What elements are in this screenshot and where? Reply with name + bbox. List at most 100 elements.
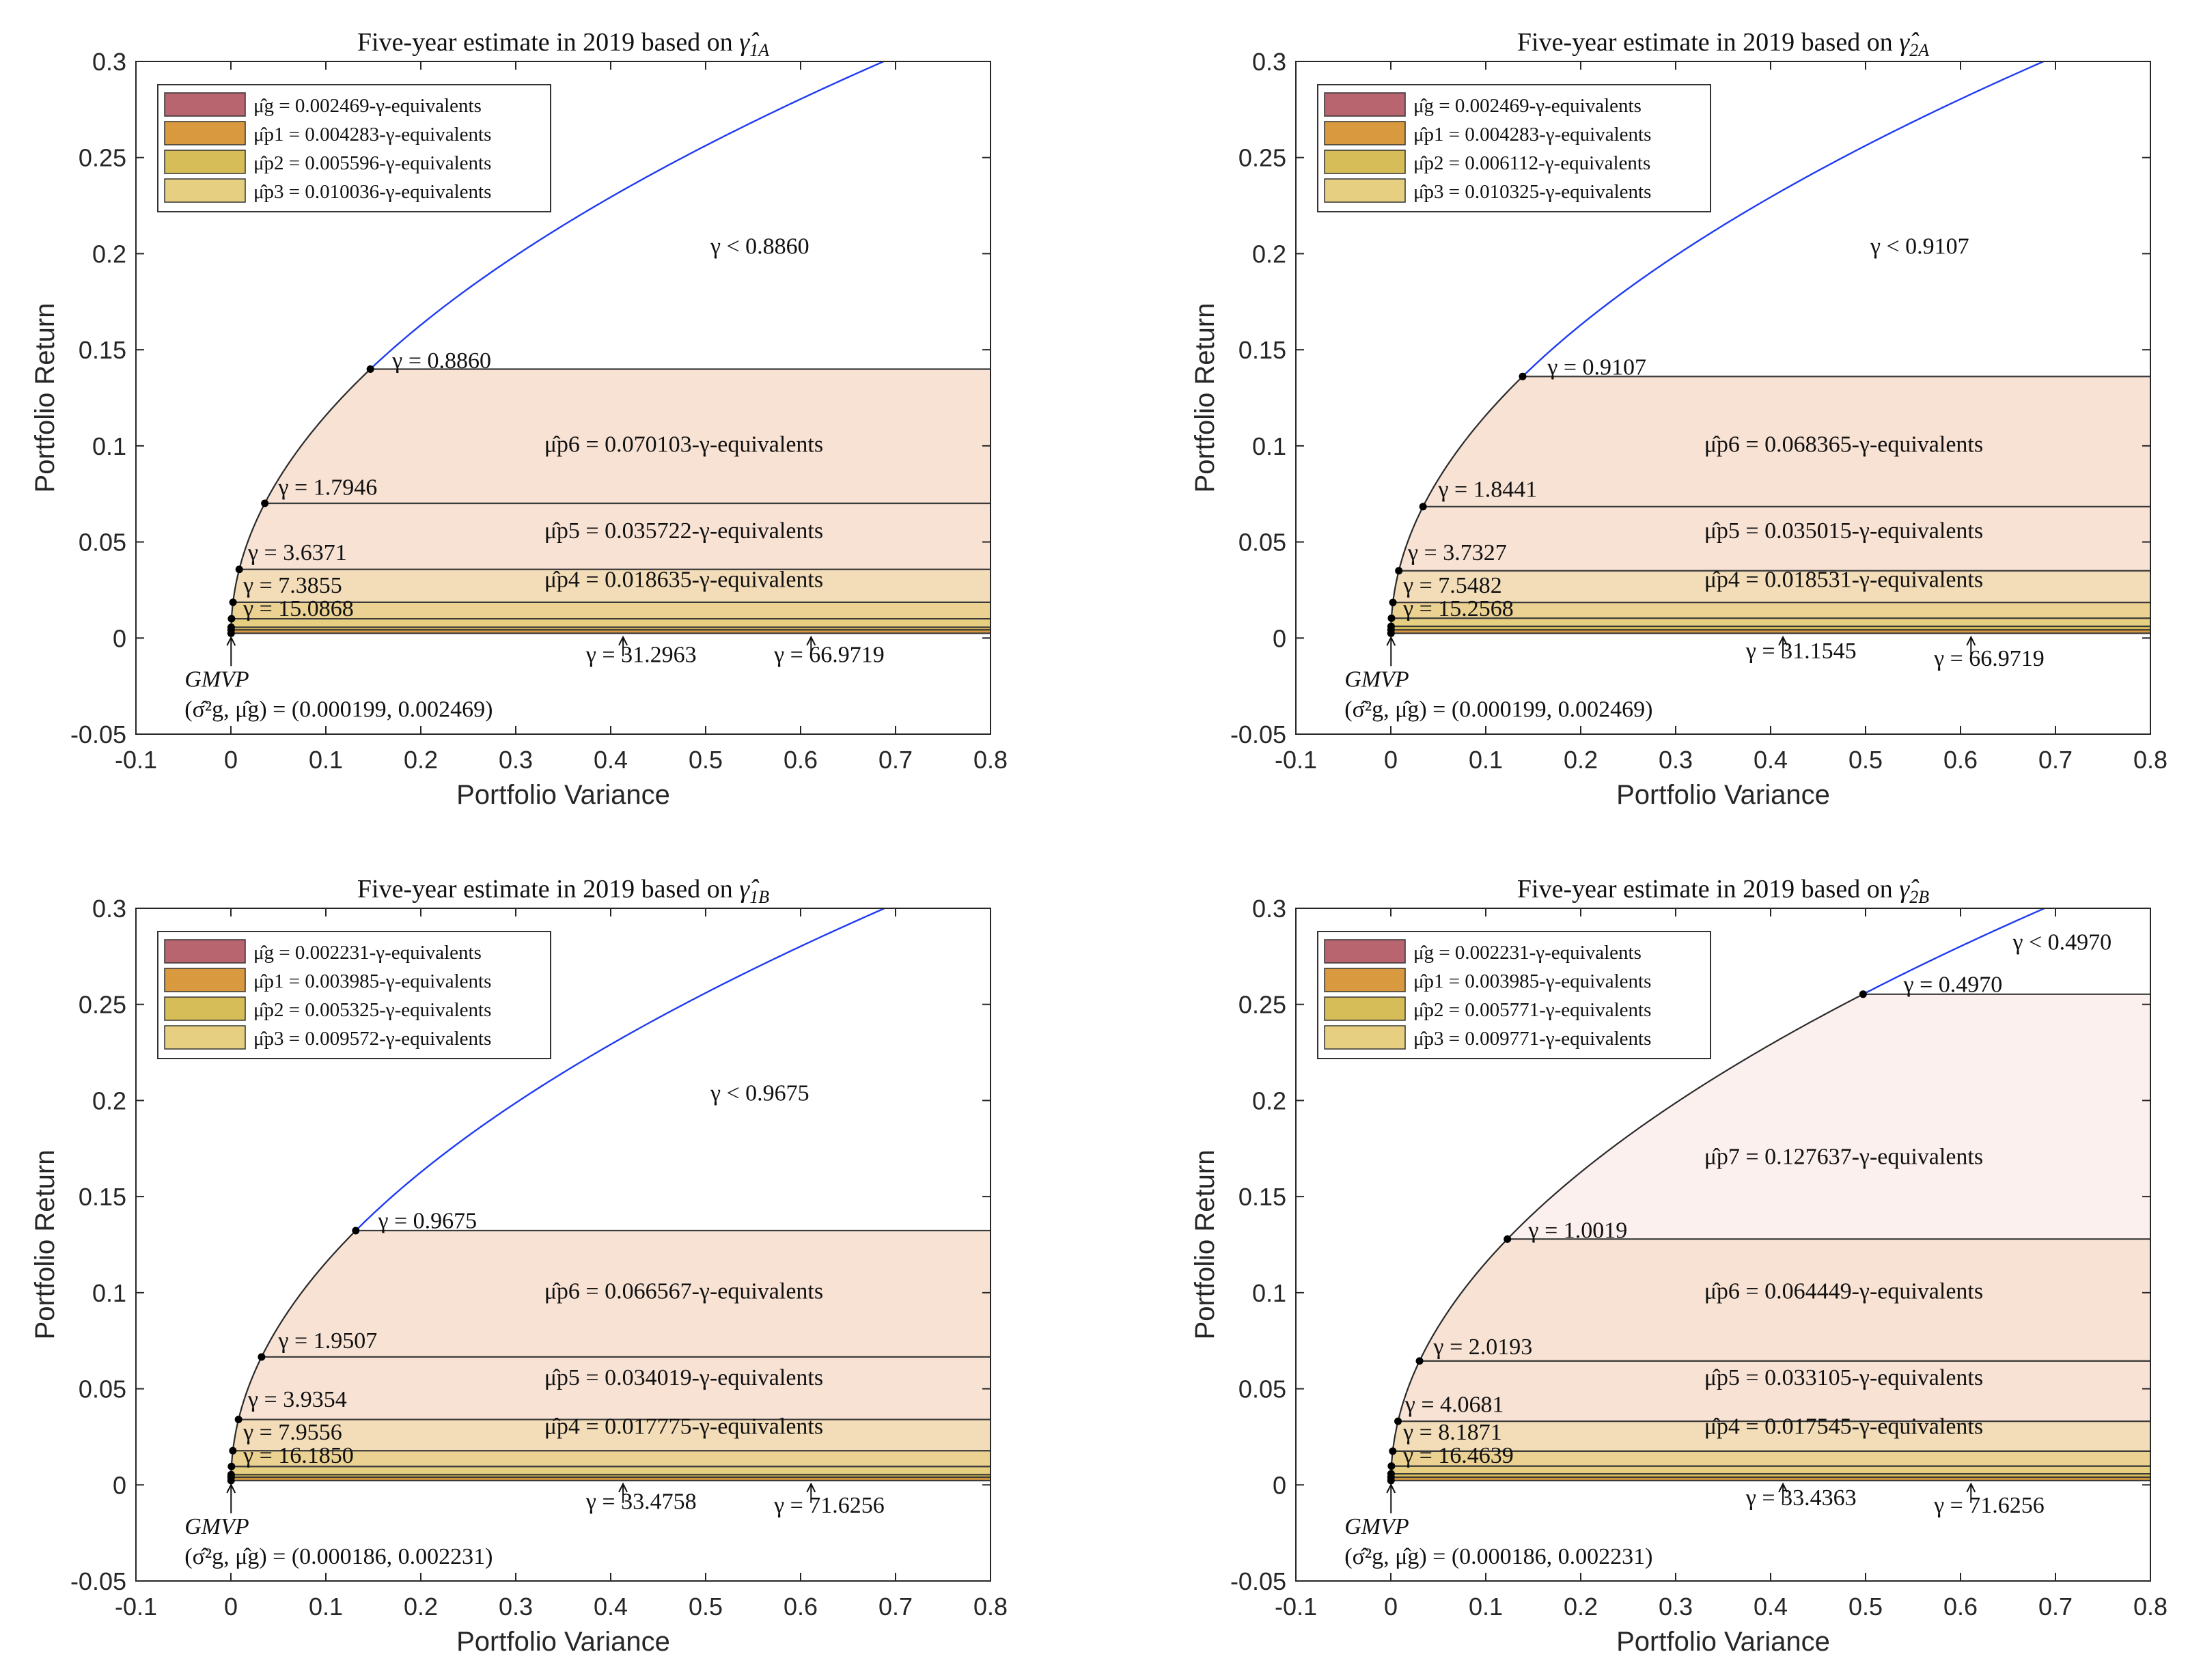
arrow-gamma-label: γ = 71.6256 [773,1493,885,1518]
gmvp-arrow-head [226,636,236,646]
gamma-threshold-label: γ = 7.5482 [1402,573,1502,598]
y-tick-label: -0.05 [1230,720,1286,748]
x-tick-label: 0.2 [1564,1593,1598,1621]
band-8 [1507,994,2150,1240]
x-tick-label: 0.1 [1469,1593,1503,1621]
threshold-point-4 [1389,598,1397,606]
band-7 [1420,1239,2150,1361]
x-tick-label: 0.5 [689,746,723,774]
x-tick-label: 0.7 [878,1593,913,1621]
legend-label: μ̂p1 = 0.004283-γ-equivalents [1413,124,1651,145]
band-1 [1391,1477,2150,1481]
gmvp-coordinates: (σ̂²g, μ̂g) = (0.000199, 0.002469) [1344,697,1652,722]
band-1 [231,1477,991,1481]
gamma-threshold-label: γ = 15.2568 [1402,596,1514,621]
legend-label: μ̂p1 = 0.003985-γ-equivalents [253,970,491,992]
legend-swatch [164,178,246,203]
x-tick-label: 0.7 [878,746,913,774]
x-tick-label: 0.8 [973,746,1008,774]
legend-label: μ̂g = 0.002231-γ-equivalents [1413,942,1642,964]
x-tick-label: 0.4 [1754,1593,1788,1621]
x-tick-label: 0.3 [499,1593,533,1621]
y-tick-label: 0.25 [79,144,126,172]
y-tick-label: 0.25 [79,991,126,1019]
x-tick-label: 0.6 [1943,1593,1978,1621]
threshold-point-7 [366,365,374,374]
up-arrow-head [806,635,816,646]
band-3 [1391,618,2150,627]
band-5 [233,569,991,602]
y-axis-label: Portfolio Return [30,1150,60,1340]
y-axis-label: Portfolio Return [1190,1150,1220,1340]
x-tick-label: 0.5 [1848,746,1883,774]
x-axis-label: Portfolio Variance [1616,1627,1830,1657]
x-tick-label: 0 [1384,1593,1398,1621]
efficient-frontier-line [1522,61,2046,378]
up-arrow-head [1778,1482,1788,1493]
band-6 [1398,1360,2150,1422]
chart-title-subscript: 1B [749,887,769,907]
x-axis-label: Portfolio Variance [1616,780,1830,810]
threshold-point-7 [352,1227,360,1235]
threshold-point-2 [1387,622,1395,630]
chart-title: Five-year estimate in 2019 based on γ̂1B [357,875,769,907]
band-3 [231,619,991,628]
legend-swatch [164,1025,246,1050]
plot-area [1387,908,2150,1485]
x-tick-label: 0.1 [309,1593,343,1621]
y-tick-label: 0.3 [1252,48,1286,76]
legend-label: μ̂p2 = 0.005325-γ-equivalents [253,999,491,1021]
gmvp-label: GMVP [184,667,249,692]
region-label: μ̂p4 = 0.018531-γ-equivalents [1704,568,1983,593]
legend-swatch [164,996,246,1021]
gamma-bands [231,368,991,634]
x-tick-label: -0.1 [1275,746,1317,774]
legend-swatch [164,939,246,964]
chart-panel-1: -0.1 0 0.1 0.2 0.3 0.4 0.5 0.6 0.7 0.8 -0.05 0 0.05 0… [30,28,1008,810]
gmvp-coordinates: (σ̂²g, μ̂g) = (0.000186, 0.002231) [184,1544,493,1569]
band-4 [1391,602,2150,619]
x-tick-label: 0.3 [1659,746,1693,774]
y-tick-label: 0 [113,624,126,652]
region-label: μ̂p6 = 0.066567-γ-equivalents [544,1278,823,1304]
region-label: μ̂p6 = 0.068365-γ-equivalents [1704,432,1983,457]
x-tick-label: 0 [1384,746,1398,774]
gmvp-coordinates: (σ̂²g, μ̂g) = (0.000186, 0.002231) [1344,1544,1652,1569]
chart-title-prefix: Five-year estimate in 2019 based on [1517,875,1899,904]
chart-title-prefix: Five-year estimate in 2019 based on [357,875,739,904]
y-tick-label: 0.25 [1238,144,1286,172]
region-label: μ̂p4 = 0.017775-γ-equivalents [544,1414,823,1440]
y-tick-label: 0 [113,1471,126,1499]
arrow-gamma-label: γ = 33.4758 [585,1489,697,1515]
legend-swatch [164,121,246,145]
region-label: μ̂p4 = 0.018635-γ-equivalents [544,568,823,593]
y-tick-label: 0.1 [1252,1279,1286,1307]
y-tick-label: 0.3 [92,48,126,76]
up-arrow-head [1966,635,1976,646]
x-tick-label: 0.8 [2133,746,2168,774]
threshold-point-5 [235,565,243,574]
up-arrow-head [618,635,628,646]
chart-title-prefix: Five-year estimate in 2019 based on [357,28,739,57]
gamma-bands [1391,993,2150,1482]
y-tick-label: 0.3 [1252,895,1286,923]
chart-title: Five-year estimate in 2019 based on γ̂2A [1517,28,1929,60]
y-axis-label: Portfolio Return [1190,303,1220,493]
x-tick-label: 0.3 [499,746,533,774]
x-tick-label: 0 [224,1593,238,1621]
plot-area [1387,61,2150,637]
y-tick-label: 0.05 [1238,529,1286,557]
region-label: μ̂p4 = 0.017545-γ-equivalents [1704,1414,1983,1440]
band-4 [231,1451,991,1467]
plot-area [227,61,991,637]
threshold-point-4 [229,598,237,606]
gmvp-arrow-head [1386,636,1396,646]
threshold-point-5 [1394,1417,1402,1425]
axes-box [135,61,991,735]
y-tick-label: 0.3 [92,895,126,923]
legend: μ̂g = 0.002231-γ-equivalents μ̂p1 = 0.003… [1317,931,1711,1059]
arrow-gamma-label: γ = 71.6256 [1933,1493,2045,1518]
legend: μ̂g = 0.002469-γ-equivalents μ̂p1 = 0.004… [1317,84,1711,212]
x-axis-label: Portfolio Variance [456,1627,670,1657]
x-tick-label: 0.2 [1564,746,1598,774]
